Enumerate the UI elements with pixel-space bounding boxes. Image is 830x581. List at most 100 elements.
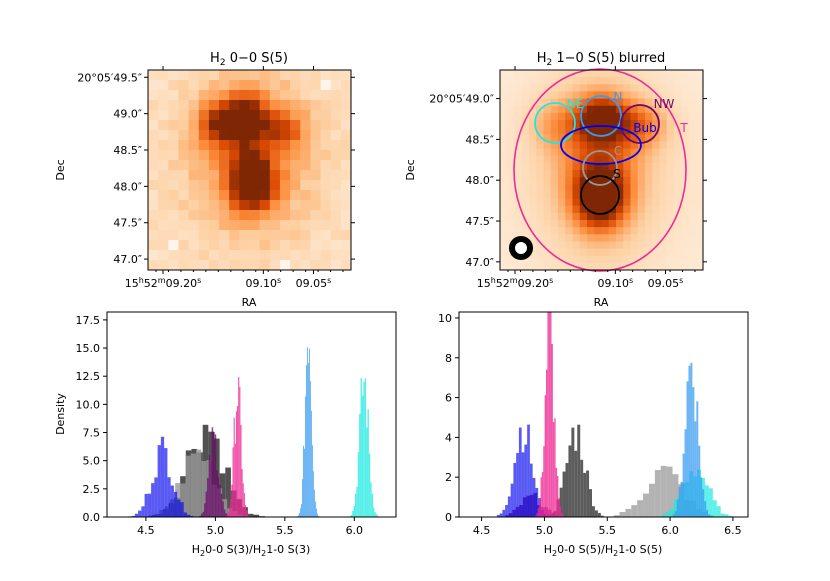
map-pixel <box>681 220 689 228</box>
map-pixel <box>616 148 624 157</box>
map-pixel <box>558 212 566 221</box>
map-pixel <box>529 248 537 257</box>
map-pixel <box>572 112 581 121</box>
map-pixel <box>229 260 240 270</box>
map-pixel <box>623 220 631 228</box>
map-pixel <box>681 198 689 207</box>
map-pixel <box>330 150 342 161</box>
map-pixel <box>208 140 220 151</box>
y-tick-label: 48.0″ <box>113 180 142 193</box>
map-pixel <box>514 84 523 92</box>
map-pixel <box>659 255 668 264</box>
map-pixel <box>239 260 250 270</box>
map-pixel <box>320 120 332 131</box>
map-pixel <box>536 248 544 257</box>
map-pixel <box>229 210 240 221</box>
map-pixel <box>229 130 240 141</box>
hist-bar <box>643 493 649 517</box>
map-pixel <box>507 112 515 121</box>
map-pixel <box>507 234 515 242</box>
map-pixel <box>500 184 508 192</box>
map-pixel <box>601 98 610 107</box>
map-pixel <box>608 220 617 228</box>
x-tick-label: 09.05s <box>648 276 684 290</box>
map-pixel <box>259 200 271 211</box>
map-pixel <box>168 260 179 270</box>
map-pixel <box>666 141 675 149</box>
map-pixel <box>558 234 566 242</box>
map-pixel <box>290 100 301 111</box>
map-pixel <box>290 70 301 81</box>
map-pixel <box>279 250 291 261</box>
map-pixel <box>290 210 301 221</box>
map-pixel <box>637 177 646 185</box>
map-pixel <box>608 141 617 149</box>
map-pixel <box>514 162 523 171</box>
map-pixel <box>695 212 703 221</box>
x-tick-label: 5.0 <box>207 524 225 537</box>
map-pixel <box>637 220 646 228</box>
map-pixel <box>645 134 653 142</box>
map-pixel <box>529 220 537 228</box>
hist-bar <box>207 477 209 517</box>
map-pixel <box>616 84 624 92</box>
map-pixel <box>500 148 508 157</box>
map-pixel <box>148 160 159 171</box>
hist-bar <box>213 432 215 517</box>
map-pixel <box>565 162 573 171</box>
map-pixel <box>536 84 544 92</box>
map-pixel <box>188 210 200 221</box>
map-pixel <box>579 134 588 142</box>
map-pixel <box>695 77 703 85</box>
map-pixel <box>681 205 689 214</box>
map-pixel <box>300 200 311 211</box>
map-pixel <box>300 90 311 101</box>
map-pixel <box>601 120 610 128</box>
map-pixel <box>507 191 515 199</box>
y-tick-label: 0 <box>445 511 452 524</box>
hist-series-t <box>225 377 250 517</box>
region-overlays <box>509 68 687 272</box>
hist-bar <box>177 499 181 517</box>
map-pixel <box>601 234 610 242</box>
map-pixel <box>529 177 537 185</box>
map-pixel <box>340 180 351 191</box>
map-pixel <box>290 200 301 211</box>
hist-bar <box>314 501 316 517</box>
map-pixel <box>688 120 697 128</box>
map-pixel <box>565 241 573 249</box>
map-pixel <box>565 255 573 264</box>
h2-00-s5-image <box>148 70 351 270</box>
map-pixel <box>340 260 351 270</box>
map-pixel <box>178 70 189 81</box>
hist-bar <box>364 378 367 517</box>
map-pixel <box>558 134 566 142</box>
hist-bar <box>190 453 196 517</box>
map-pixel <box>330 170 342 181</box>
map-pixel <box>148 170 159 181</box>
map-pixel <box>330 250 342 261</box>
map-pixel <box>652 191 660 199</box>
map-pixel <box>652 91 660 99</box>
hist-bar <box>543 446 545 517</box>
map-pixel <box>558 91 566 99</box>
map-pixel <box>601 112 610 121</box>
map-pixel <box>249 210 261 221</box>
map-pixel <box>148 190 159 201</box>
map-pixel <box>500 91 508 99</box>
map-pixel <box>688 227 697 235</box>
map-pixel <box>666 212 675 221</box>
map-pixel <box>529 227 537 235</box>
map-pixel <box>630 112 639 121</box>
map-pixel <box>695 234 703 242</box>
map-pixel <box>594 112 602 121</box>
y-tick-label: 5.0 <box>83 455 101 468</box>
map-pixel <box>514 120 523 128</box>
map-pixel <box>550 205 559 214</box>
map-pixel <box>601 227 610 235</box>
map-pixel <box>507 134 515 142</box>
map-pixel <box>587 141 595 149</box>
map-pixel <box>630 170 639 178</box>
panel-d-axes: 4.5 5.0 5.5 6.0 6.5 0 2 4 6 8 10 <box>438 312 742 537</box>
map-pixel <box>601 70 610 78</box>
